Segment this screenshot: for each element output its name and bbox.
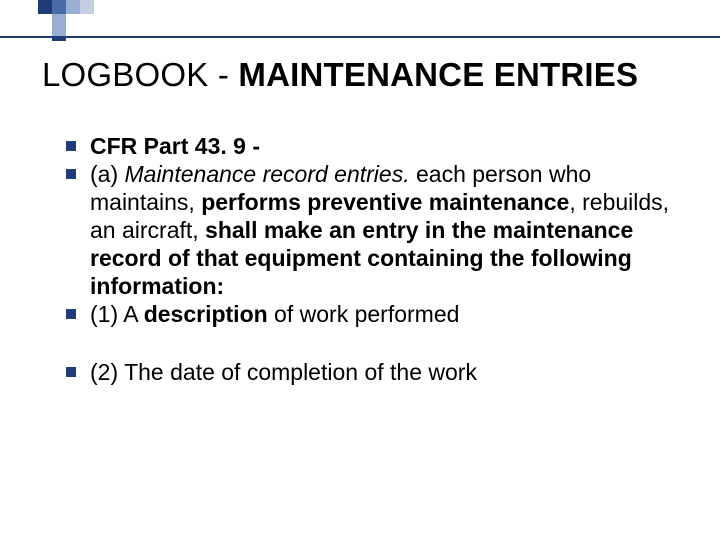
text-segment: performs preventive maintenance bbox=[201, 189, 569, 215]
text-segment: of work performed bbox=[268, 301, 460, 327]
bullet-item: (1) A description of work performed bbox=[66, 300, 678, 328]
horizontal-rule bbox=[0, 36, 720, 38]
decor-square bbox=[52, 0, 66, 14]
decor-square bbox=[38, 0, 52, 14]
slide-content: LOGBOOK - MAINTENANCE ENTRIES CFR Part 4… bbox=[0, 0, 720, 386]
title-prefix: LOGBOOK - bbox=[42, 56, 238, 93]
bullet-list: CFR Part 43. 9 -(a) Maintenance record e… bbox=[42, 132, 678, 386]
text-segment: Maintenance record entries. bbox=[125, 161, 410, 187]
decor-square bbox=[80, 0, 94, 14]
bullet-item: CFR Part 43. 9 - bbox=[66, 132, 678, 160]
corner-decoration bbox=[38, 0, 94, 14]
text-segment: (a) bbox=[90, 161, 125, 187]
text-segment: (1) A bbox=[90, 301, 144, 327]
decor-bar bbox=[52, 14, 66, 38]
decor-square bbox=[66, 0, 80, 14]
text-segment: (2) The date of completion of the work bbox=[90, 359, 477, 385]
bullet-item: (a) Maintenance record entries. each per… bbox=[66, 160, 678, 300]
text-segment: description bbox=[144, 301, 268, 327]
title-bold: MAINTENANCE ENTRIES bbox=[238, 56, 638, 93]
slide-title: LOGBOOK - MAINTENANCE ENTRIES bbox=[42, 56, 678, 94]
text-segment: CFR Part 43. 9 - bbox=[90, 133, 260, 159]
bullet-item: (2) The date of completion of the work bbox=[66, 358, 678, 386]
